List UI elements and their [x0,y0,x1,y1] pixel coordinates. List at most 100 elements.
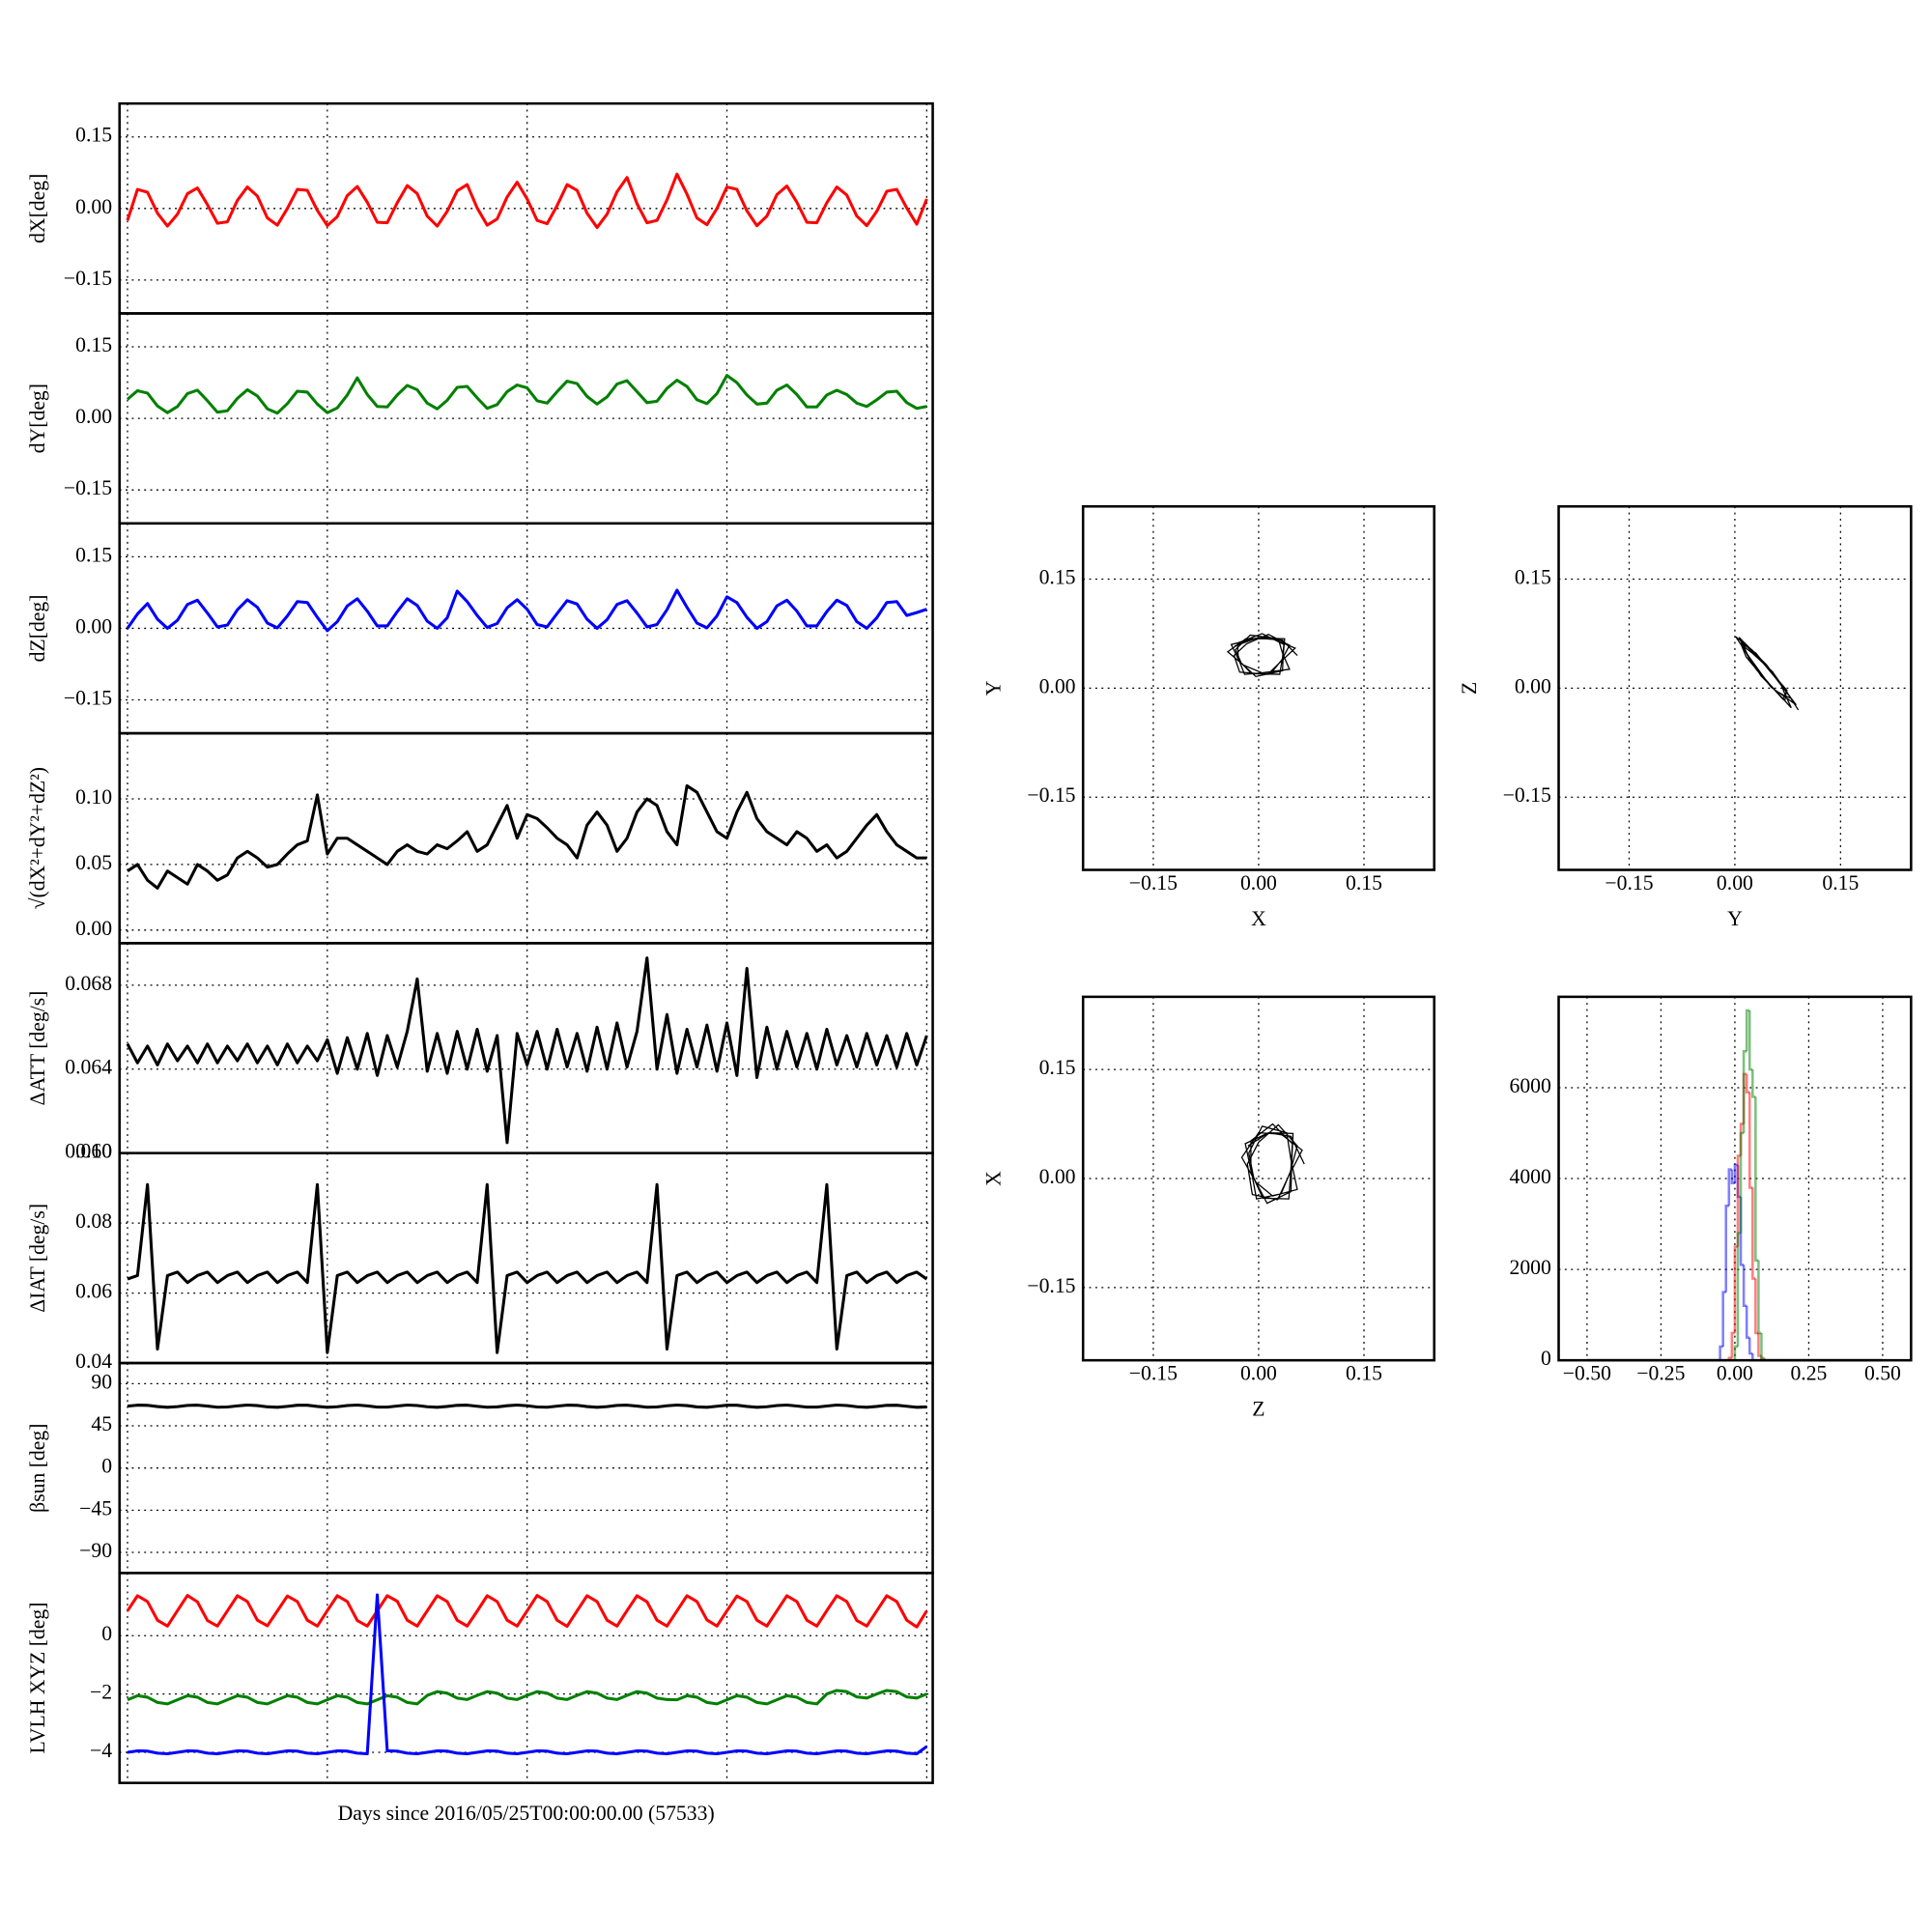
data-line [126,1594,928,1629]
x-axis-label: Days since 2016/05/25T00:00:00.00 (57533… [338,1802,715,1825]
histogram-step [1719,1345,1723,1361]
data-line [127,1403,927,1409]
y-tick-label: 0.068 [65,972,112,995]
y-tick-label: 0.00 [1039,1165,1076,1188]
histogram-step [1733,1345,1738,1361]
y-axis-label: X [982,1171,1006,1186]
y-tick-label: 0.00 [75,405,112,428]
y-tick-label: 0 [101,1622,112,1645]
data-line [126,172,928,230]
y-axis-label: dY[deg] [26,384,49,453]
y-tick-label: −45 [79,1496,112,1520]
scatter-trace [1240,1122,1305,1205]
y-axis-label: LVLH XYZ [deg] [26,1603,49,1754]
y-tick-label: 0.00 [1515,674,1551,697]
histogram-step [1745,1073,1750,1094]
data-line [127,374,927,415]
y-axis-label: dZ[deg] [26,595,49,663]
y-tick-label: −90 [79,1539,112,1562]
y-tick-label: 0 [101,1455,112,1478]
y-tick-label: −0.15 [64,686,112,709]
x-tick-label: 0.50 [1864,1361,1901,1384]
y-tick-label: −0.15 [1027,783,1075,807]
y-tick-label: 0.05 [75,851,112,874]
panel: 0.060 0.064 0.068 ΔATT [deg/s] [26,942,934,1163]
histogram-step [1747,1337,1753,1355]
histogram-step [1721,1291,1726,1348]
x-tick-label: 0.15 [1346,871,1382,895]
x-tick-label: 0.15 [1822,871,1859,895]
y-tick-label: 0.04 [75,1350,112,1373]
y-tick-label: 4000 [1510,1165,1552,1188]
histogram-step [1724,1204,1729,1293]
y-tick-label: −0.15 [1027,1274,1075,1297]
y-tick-label: 45 [91,1412,112,1435]
panel: 0.00 0.05 0.10 √(dX²+dY²+dZ²) [26,731,934,945]
panel: −0.15 0.00 0.15 dY[deg] [26,312,934,526]
y-axis-label: Y [982,680,1006,696]
data-line [127,1182,928,1354]
panel-frame [118,1151,934,1365]
axes-frame [1081,504,1435,871]
y-axis-label: ΔATT [deg/s] [26,991,49,1106]
axes-frame [1081,995,1435,1362]
panel: −0.15 0.00 0.15 dZ[deg] [26,522,934,735]
y-tick-label: 90 [91,1370,112,1393]
data-line [127,1689,927,1706]
histogram-step [1747,1092,1753,1189]
x-tick-label: −0.50 [1563,1361,1611,1384]
y-tick-label: −0.15 [64,476,112,499]
y-tick-label: 0.15 [1039,565,1076,588]
y-tick-label: 0.15 [1515,565,1551,588]
y-axis-label: ΔIAT [deg/s] [26,1204,49,1313]
y-tick-label: 0.15 [75,333,112,356]
x-tick-label: −0.15 [1605,871,1653,895]
x-tick-label: −0.15 [1129,1361,1178,1384]
histogram-step [1757,1260,1762,1335]
y-tick-label: 0.06 [75,1280,112,1303]
y-tick-label: 0.15 [75,543,112,566]
y-tick-label: 6000 [1510,1074,1552,1097]
axes-frame [1557,995,1913,1362]
x-tick-label: 0.15 [1346,1361,1382,1384]
panel-frame [118,731,934,945]
histogram-step [1742,1264,1747,1307]
histogram-step [1745,1305,1750,1339]
data-line [127,783,927,890]
panel: −4 −2 0 LVLH XYZ [deg] [26,1572,934,1784]
y-axis-label: √(dX²+dY²+dZ²) [26,767,49,909]
y-axis-label: βsun [deg] [26,1424,49,1513]
y-axis-label: Z [1458,682,1481,695]
data-line [127,1593,928,1756]
scatter-trace [1226,633,1298,678]
y-tick-label: 0.064 [65,1056,112,1079]
panel: −90 −45 0 45 90 βsun [deg] [26,1361,934,1575]
histogram-step [1760,1332,1765,1360]
panel: −0.15 0.00 0.15 dX[deg] [26,101,934,315]
x-tick-label: 0.00 [1240,871,1277,895]
y-tick-label: 0 [1541,1347,1551,1370]
histogram-step [1747,1009,1753,1071]
x-axis-label: X [1251,907,1266,930]
x-tick-label: 0.00 [1240,1361,1277,1384]
y-tick-label: −0.15 [64,267,112,290]
x-tick-label: −0.25 [1636,1361,1685,1384]
histogram-step [1739,1131,1745,1234]
y-tick-label: 0.10 [75,785,112,809]
scatter-trace [1735,636,1800,711]
panel-frame [118,1572,934,1784]
y-tick-label: 0.00 [75,614,112,638]
y-tick-label: 0.15 [75,124,112,147]
x-axis-label: Y [1727,907,1743,930]
y-tick-label: 0.08 [75,1209,112,1233]
y-axis-label: dX[deg] [26,174,49,243]
y-tick-label: 0.15 [1039,1056,1076,1079]
y-tick-label: 2000 [1510,1256,1552,1279]
axes-frame [1557,504,1913,871]
y-tick-label: −2 [90,1681,112,1704]
y-tick-label: 0.00 [1039,674,1076,697]
x-tick-label: 0.00 [1717,871,1753,895]
y-tick-label: 0.00 [75,195,112,218]
